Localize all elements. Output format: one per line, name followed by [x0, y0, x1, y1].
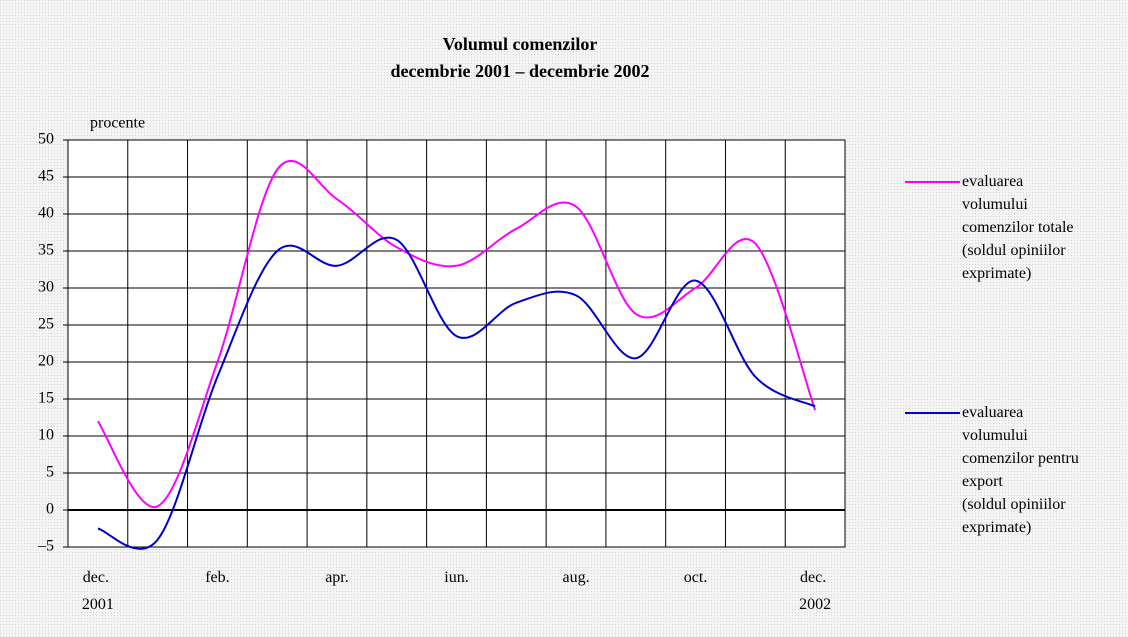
y-tick-label: 10 — [38, 427, 54, 444]
x-tick-label: oct. — [684, 569, 708, 586]
y-tick-label: 50 — [38, 131, 54, 148]
legend-label: evaluarea volumului comenzilor pentru ex… — [962, 404, 1083, 536]
y-tick-label: 45 — [38, 168, 54, 185]
legend-label: evaluarea volumului comenzilor totale (s… — [962, 173, 1078, 282]
chart-subtitle: decembrie 2001 – decembrie 2002 — [391, 61, 650, 81]
x-tick-label: feb. — [205, 569, 229, 586]
y-tick-label: 25 — [38, 316, 54, 333]
series-line — [97, 160, 817, 508]
y-tick-label: 15 — [38, 390, 54, 407]
y-tick-label: 20 — [38, 353, 54, 370]
plot-area — [67, 139, 846, 548]
x-tick-label: iun. — [444, 569, 468, 586]
y-tick-label: 0 — [46, 501, 54, 518]
x-tick-label: dec. 2001 — [82, 569, 114, 613]
chart-title: Volumul comenzilor — [443, 34, 598, 54]
y-axis-label: procente — [90, 115, 145, 132]
x-tick-label: aug. — [562, 569, 589, 586]
y-tick-label: 35 — [38, 242, 54, 259]
x-tick-label: dec. 2002 — [799, 569, 831, 613]
y-tick-label: 30 — [38, 279, 54, 296]
series-line — [97, 236, 816, 550]
x-tick-label: apr. — [325, 569, 349, 586]
y-tick-label: 5 — [46, 464, 54, 481]
y-tick-label: –5 — [37, 538, 54, 555]
y-tick-label: 40 — [38, 205, 54, 222]
